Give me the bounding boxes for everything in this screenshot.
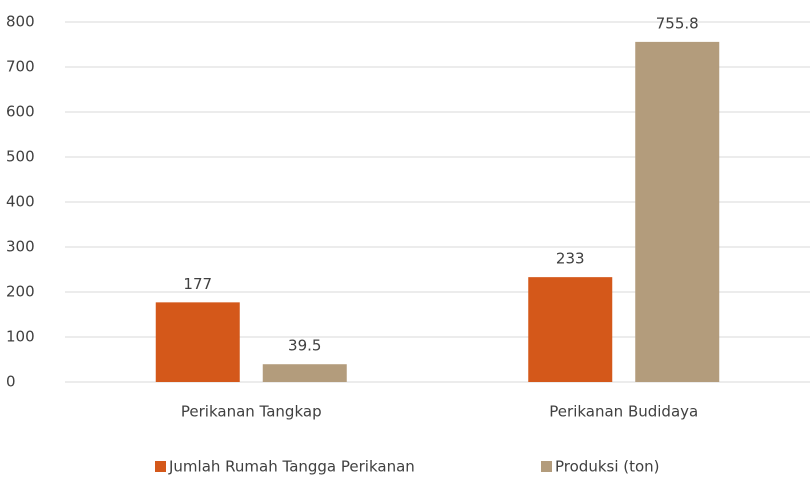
data-label: 39.5 bbox=[288, 337, 321, 355]
legend-swatch bbox=[541, 461, 552, 472]
y-tick-label: 100 bbox=[6, 328, 35, 346]
legend-swatch bbox=[155, 461, 166, 472]
data-label: 177 bbox=[183, 275, 212, 293]
bar bbox=[155, 302, 240, 382]
y-tick-label: 400 bbox=[6, 193, 35, 211]
y-tick-label: 700 bbox=[6, 58, 35, 76]
y-tick-label: 300 bbox=[6, 238, 35, 256]
data-label: 755.8 bbox=[656, 14, 699, 32]
bar bbox=[262, 364, 347, 382]
y-tick-label: 200 bbox=[6, 283, 35, 301]
data-label: 233 bbox=[556, 250, 585, 268]
y-tick-label: 800 bbox=[6, 13, 35, 31]
legend-label: Produksi (ton) bbox=[555, 458, 660, 476]
y-tick-label: 600 bbox=[6, 103, 35, 121]
bar bbox=[635, 41, 720, 382]
bar bbox=[528, 277, 613, 382]
y-tick-label: 500 bbox=[6, 148, 35, 166]
x-tick-label: Perikanan Budidaya bbox=[549, 403, 698, 421]
x-tick-label: Perikanan Tangkap bbox=[181, 403, 322, 421]
legend-label: Jumlah Rumah Tangga Perikanan bbox=[168, 458, 415, 476]
y-tick-label: 0 bbox=[6, 373, 16, 391]
